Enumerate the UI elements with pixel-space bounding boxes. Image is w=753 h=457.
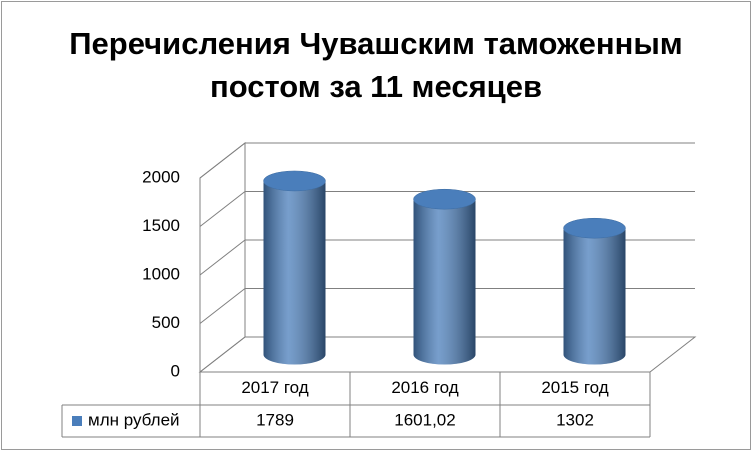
y-tick-label: 1000 xyxy=(142,264,180,283)
table-value: 1601,02 xyxy=(394,410,455,429)
x-tick-label: 2017 год xyxy=(241,378,308,397)
y-tick-label: 500 xyxy=(152,313,180,332)
bar-shade xyxy=(563,228,626,365)
legend-key xyxy=(72,416,82,426)
x-tick-label: 2015 год xyxy=(541,378,608,397)
bar-shade xyxy=(413,199,476,365)
grid-line xyxy=(199,191,695,227)
grid-line xyxy=(199,142,695,179)
x-tick-label: 2016 год xyxy=(391,378,458,397)
grid-line xyxy=(199,288,695,324)
table-value: 1789 xyxy=(256,410,294,429)
y-tick-label: 2000 xyxy=(142,167,180,186)
chart-title: постом за 11 месяцев xyxy=(210,69,542,104)
table-value: 1302 xyxy=(556,410,594,429)
bar-top xyxy=(413,188,476,210)
y-tick-label: 1500 xyxy=(142,216,180,235)
bar-top xyxy=(263,170,326,192)
bar-top xyxy=(563,217,626,239)
bar-shade xyxy=(263,180,326,365)
chart-border xyxy=(1,1,751,450)
grid-line xyxy=(199,336,695,373)
legend-label: млн рублей xyxy=(88,410,180,429)
chart-title: Перечисления Чувашским таможенным xyxy=(69,26,682,61)
y-tick-label: 0 xyxy=(171,361,180,380)
grid-line xyxy=(199,239,695,276)
